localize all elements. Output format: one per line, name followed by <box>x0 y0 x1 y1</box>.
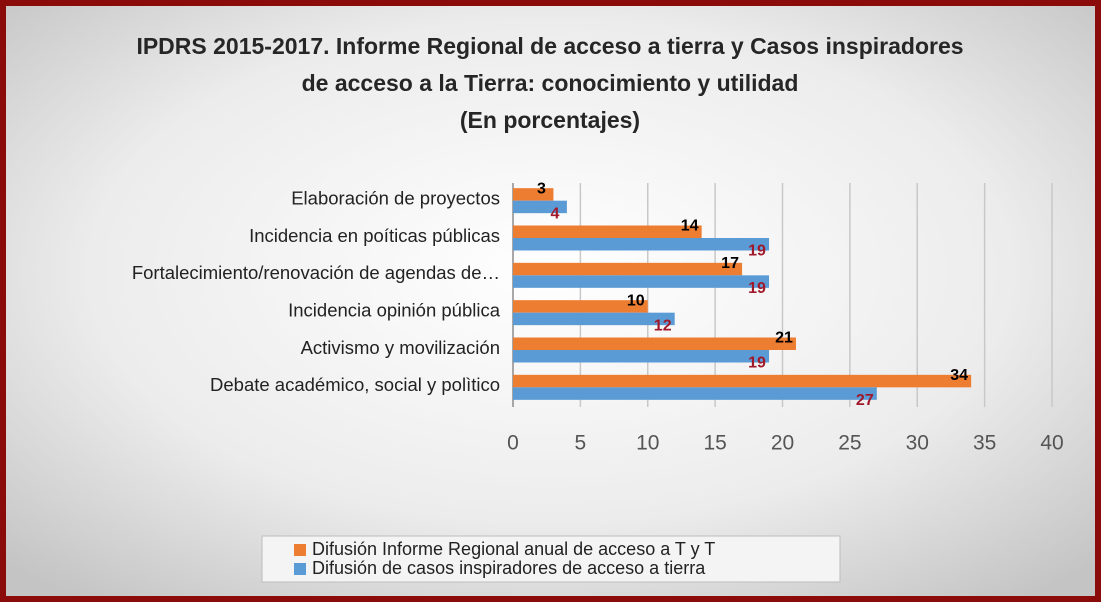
y-tick-label: Debate académico, social y polìtico <box>210 374 500 395</box>
bar <box>513 238 770 251</box>
y-tick-label: Incidencia opinión pública <box>288 300 501 321</box>
bar <box>513 300 648 313</box>
data-label: 14 <box>681 218 699 235</box>
legend-box <box>261 535 841 583</box>
x-tick-label: 20 <box>771 432 794 455</box>
bar <box>513 337 796 350</box>
x-tick-label: 15 <box>703 432 726 455</box>
data-label: 17 <box>721 255 739 272</box>
bar <box>513 275 770 288</box>
data-label: 21 <box>775 330 793 347</box>
bar <box>513 188 554 201</box>
x-tick-label: 5 <box>575 432 587 455</box>
data-label: 4 <box>550 205 559 222</box>
legend-label: Difusión de casos inspiradores de acceso… <box>312 558 706 578</box>
data-label: 19 <box>748 243 766 260</box>
y-tick-label: Fortalecimiento/renovación de agendas de… <box>132 262 500 283</box>
bar <box>513 225 702 238</box>
data-label: 19 <box>748 280 766 297</box>
data-label: 19 <box>748 355 766 372</box>
x-tick-label: 0 <box>507 432 519 455</box>
bar <box>513 387 877 400</box>
x-tick-label: 40 <box>1040 432 1063 455</box>
data-label: 34 <box>950 367 968 384</box>
x-tick-label: 30 <box>906 432 929 455</box>
x-tick-label: 35 <box>973 432 996 455</box>
x-tick-label: 10 <box>636 432 659 455</box>
data-label: 3 <box>537 180 546 197</box>
data-label: 10 <box>627 292 645 309</box>
bar <box>513 262 743 276</box>
y-tick-label: Incidencia en poíticas públicas <box>249 225 500 246</box>
chart-title-text: IPDRS 2015-2017. Informe Regional de acc… <box>136 33 963 133</box>
bar <box>513 312 675 326</box>
legend-swatch <box>294 544 306 556</box>
y-tick-label: Activismo y movilización <box>301 337 500 358</box>
bar <box>513 350 770 363</box>
legend-swatch <box>294 563 306 575</box>
chart-title: IPDRS 2015-2017. Informe Regional de acc… <box>136 33 963 133</box>
data-label: 27 <box>856 392 874 409</box>
bar <box>513 374 972 388</box>
bar <box>513 200 567 214</box>
y-tick-label: Elaboración de proyectos <box>291 188 500 209</box>
legend-label: Difusión Informe Regional anual de acces… <box>312 539 715 559</box>
x-tick-label: 25 <box>838 432 861 455</box>
data-label: 12 <box>654 317 672 334</box>
